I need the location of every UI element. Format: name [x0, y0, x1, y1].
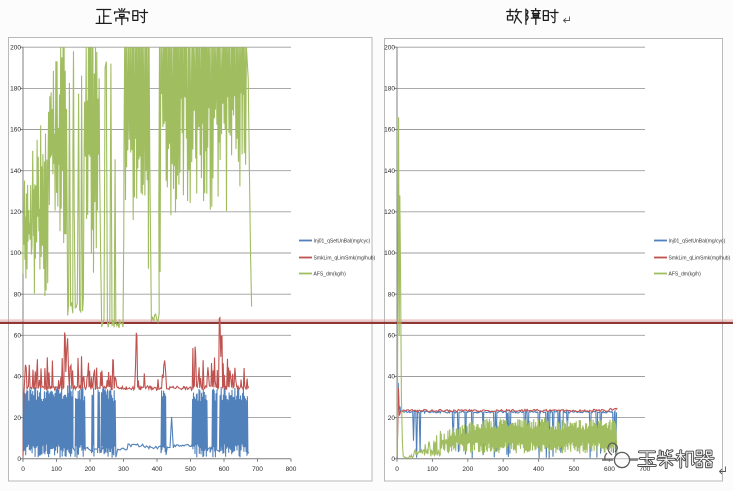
svg-text:Inj01_qSetUnBal(mg/cyc): Inj01_qSetUnBal(mg/cyc): [314, 238, 371, 244]
svg-text:600: 600: [219, 466, 230, 473]
svg-text:200: 200: [384, 44, 395, 51]
svg-text:60: 60: [388, 333, 396, 340]
svg-text:0: 0: [395, 466, 399, 473]
svg-text:180: 180: [10, 86, 21, 93]
svg-text:40: 40: [14, 374, 22, 381]
svg-text:60: 60: [14, 333, 22, 340]
svg-text:400: 400: [152, 466, 163, 473]
svg-text:400: 400: [533, 466, 544, 473]
svg-text:300: 300: [118, 466, 129, 473]
svg-text:300: 300: [498, 466, 509, 473]
svg-text:160: 160: [384, 127, 395, 134]
svg-text:80: 80: [14, 291, 22, 298]
svg-text:SmkLim_qLimSmk(mg/hub): SmkLim_qLimSmk(mg/hub): [314, 255, 376, 261]
svg-text:0: 0: [17, 456, 21, 463]
svg-text:600: 600: [604, 466, 615, 473]
svg-text:120: 120: [10, 209, 21, 216]
svg-text:120: 120: [384, 209, 395, 216]
svg-text:140: 140: [10, 168, 21, 175]
svg-text:40: 40: [388, 374, 396, 381]
svg-text:700: 700: [639, 466, 650, 473]
svg-text:180: 180: [384, 86, 395, 93]
svg-text:200: 200: [10, 44, 21, 51]
svg-text:AFS_dm(kg/h): AFS_dm(kg/h): [669, 271, 702, 277]
svg-text:0: 0: [391, 456, 395, 463]
svg-text:Inj01_qSetUnBal(mg/cyc): Inj01_qSetUnBal(mg/cyc): [669, 238, 726, 244]
svg-text:100: 100: [384, 250, 395, 257]
svg-text:20: 20: [14, 415, 22, 422]
svg-text:500: 500: [185, 466, 196, 473]
svg-text:20: 20: [388, 415, 396, 422]
svg-text:AFS_dm(kg/h): AFS_dm(kg/h): [314, 271, 347, 277]
svg-text:200: 200: [462, 466, 473, 473]
svg-text:100: 100: [10, 250, 21, 257]
svg-text:800: 800: [286, 466, 297, 473]
svg-text:SmkLim_qLimSmk(mg/hub): SmkLim_qLimSmk(mg/hub): [669, 255, 731, 261]
svg-text:700: 700: [252, 466, 263, 473]
svg-text:200: 200: [85, 466, 96, 473]
svg-text:100: 100: [427, 466, 438, 473]
svg-text:160: 160: [10, 127, 21, 134]
svg-text:100: 100: [51, 466, 62, 473]
svg-text:0: 0: [21, 466, 25, 473]
svg-text:500: 500: [569, 466, 580, 473]
svg-text:80: 80: [388, 291, 396, 298]
svg-text:140: 140: [384, 168, 395, 175]
